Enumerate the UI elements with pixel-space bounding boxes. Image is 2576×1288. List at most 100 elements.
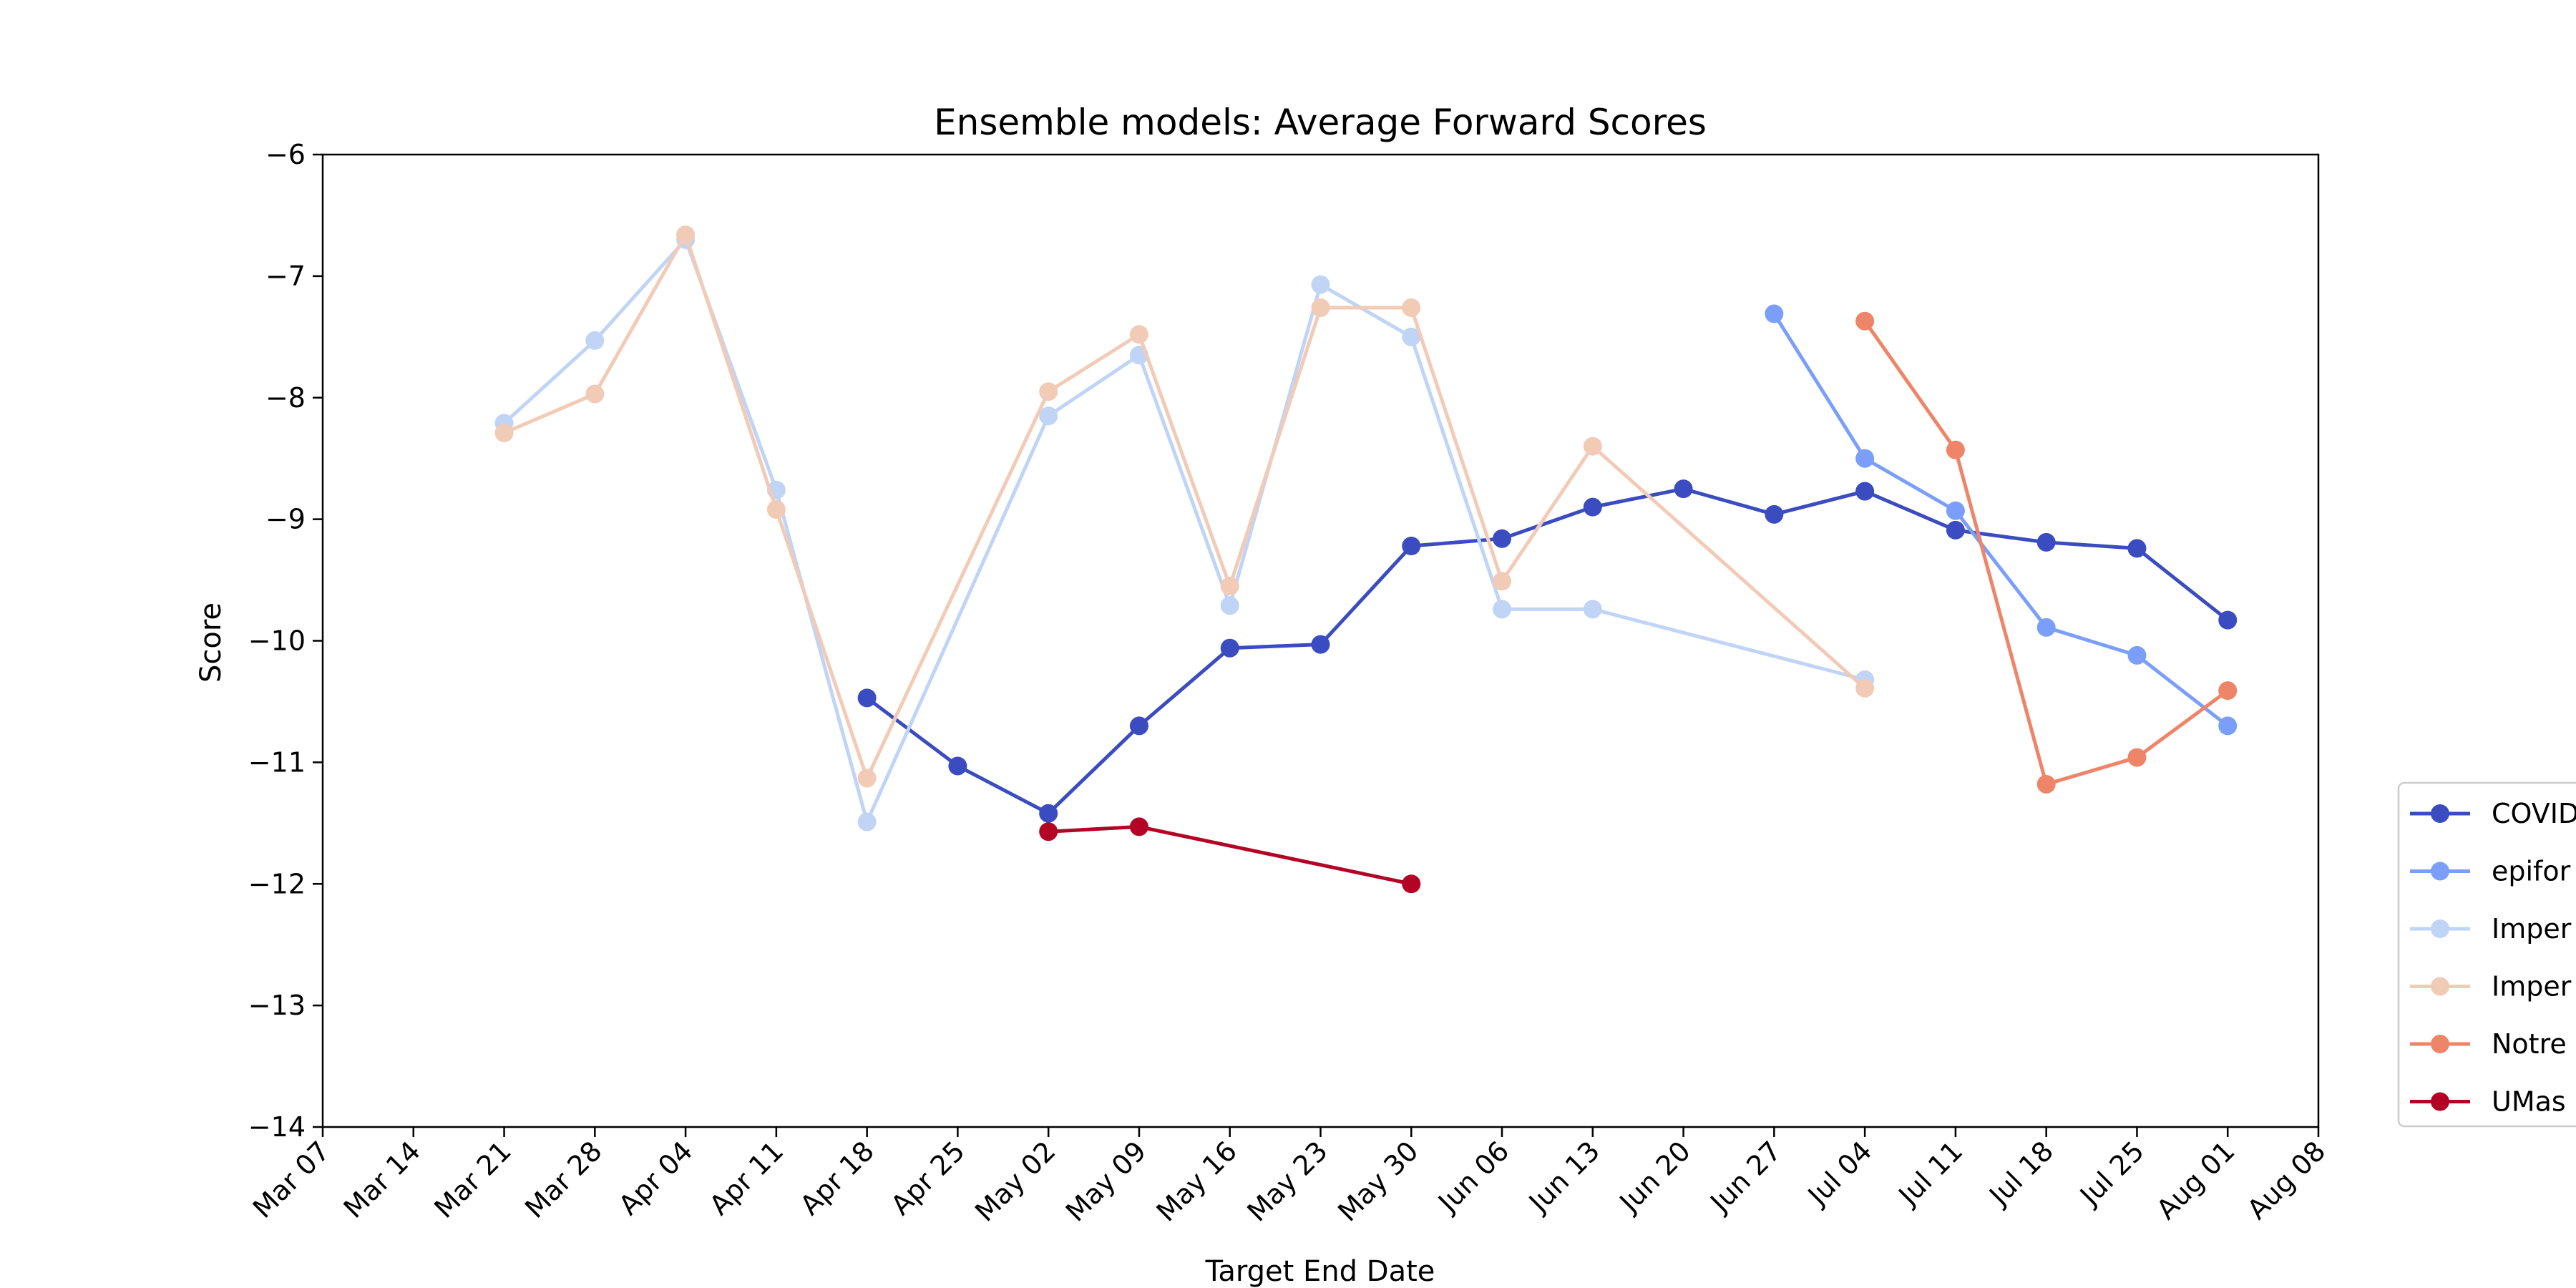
data-point bbox=[1946, 440, 1965, 459]
data-point bbox=[857, 812, 877, 831]
data-point bbox=[1220, 596, 1239, 615]
x-tick-label: Jun 06 bbox=[1431, 1135, 1515, 1219]
x-tick-label: May 30 bbox=[1332, 1135, 1424, 1227]
series-line bbox=[502, 238, 1865, 824]
x-tick-label: Apr 04 bbox=[613, 1135, 698, 1221]
series-5 bbox=[1855, 311, 2238, 794]
y-tick-label: −8 bbox=[265, 382, 306, 414]
data-point bbox=[2036, 618, 2056, 637]
data-point bbox=[1583, 497, 1602, 517]
data-point bbox=[2036, 532, 2056, 552]
y-tick-label: −7 bbox=[265, 260, 306, 292]
data-point bbox=[1493, 572, 1512, 591]
x-axis: Mar 07 Mar 14 Mar 21 Mar 28 Apr 04 Apr 11 Apr … bbox=[247, 1127, 2331, 1228]
legend-item: epifor bbox=[2410, 856, 2571, 887]
y-tick-label: −9 bbox=[265, 504, 306, 535]
data-point bbox=[857, 688, 877, 708]
legend-swatch-marker bbox=[2431, 977, 2449, 996]
data-point bbox=[1129, 817, 1148, 836]
x-tick-label: May 02 bbox=[969, 1135, 1061, 1227]
series-line bbox=[503, 233, 1866, 780]
series-4 bbox=[494, 225, 1875, 788]
data-point bbox=[494, 424, 514, 443]
series-line bbox=[1863, 320, 2229, 786]
legend-label: Notre bbox=[2492, 1028, 2567, 1060]
data-point bbox=[1311, 635, 1330, 654]
x-tick-label: Mar 07 bbox=[247, 1135, 336, 1224]
x-tick-label: Mar 14 bbox=[338, 1135, 427, 1224]
legend: COVID epifor Imper Imper Notre UMas bbox=[2397, 781, 2576, 1128]
data-point bbox=[1765, 504, 1784, 524]
data-point bbox=[1220, 577, 1239, 596]
data-point bbox=[585, 331, 605, 350]
y-tick-label: −6 bbox=[265, 139, 306, 170]
data-point bbox=[948, 756, 967, 776]
x-tick-label: Apr 11 bbox=[703, 1135, 789, 1221]
data-point bbox=[2218, 610, 2238, 630]
y-axis: −6 −7 −8 −9 −10 −11 −12 −13 −14 bbox=[248, 139, 323, 1143]
data-point bbox=[1855, 482, 1875, 501]
data-point bbox=[1129, 325, 1148, 344]
x-tick-label: Jun 20 bbox=[1613, 1135, 1697, 1219]
x-tick-label: Jul 18 bbox=[1982, 1135, 2059, 1212]
data-point bbox=[2127, 539, 2147, 558]
data-point bbox=[2127, 645, 2147, 665]
data-point bbox=[1855, 311, 1875, 331]
y-tick-label: −12 bbox=[248, 868, 306, 899]
data-point bbox=[857, 769, 877, 788]
x-tick-label: May 09 bbox=[1060, 1135, 1152, 1227]
data-point bbox=[1855, 678, 1875, 698]
x-tick-label: Apr 18 bbox=[794, 1135, 880, 1221]
y-tick-label: −11 bbox=[248, 746, 306, 778]
data-point bbox=[1402, 536, 1421, 555]
data-point bbox=[2218, 716, 2238, 736]
data-point bbox=[1583, 600, 1602, 619]
legend-item: Notre bbox=[2410, 1028, 2567, 1060]
legend-swatch-marker bbox=[2431, 862, 2449, 881]
series-layer bbox=[494, 225, 2238, 894]
data-point bbox=[1946, 501, 1965, 520]
data-point bbox=[1039, 822, 1058, 841]
x-tick-label: May 16 bbox=[1151, 1135, 1243, 1227]
data-point bbox=[1402, 874, 1421, 894]
data-point bbox=[2218, 681, 2238, 701]
legend-swatch-marker bbox=[2431, 919, 2449, 938]
data-point bbox=[1039, 804, 1058, 823]
data-point bbox=[1765, 304, 1784, 323]
x-tick-label: Jun 27 bbox=[1703, 1135, 1787, 1219]
data-point bbox=[1129, 716, 1148, 736]
data-point bbox=[1493, 600, 1512, 619]
data-point bbox=[1402, 327, 1421, 346]
legend-item: Imper bbox=[2410, 913, 2572, 945]
data-point bbox=[1220, 638, 1239, 658]
data-point bbox=[1311, 298, 1330, 318]
data-point bbox=[585, 384, 605, 404]
legend-item: COVID bbox=[2410, 798, 2576, 829]
x-tick-label: Aug 08 bbox=[2241, 1135, 2331, 1225]
x-tick-label: Mar 28 bbox=[519, 1135, 608, 1224]
x-tick-label: Jul 25 bbox=[2073, 1135, 2150, 1212]
data-point bbox=[1674, 479, 1693, 499]
data-point bbox=[1311, 275, 1330, 294]
data-point bbox=[1946, 520, 1965, 540]
series-6 bbox=[1039, 817, 1421, 894]
chart-title: Ensemble models: Average Forward Scores bbox=[934, 102, 1707, 143]
legend-label: UMas bbox=[2492, 1086, 2566, 1118]
data-point bbox=[1493, 529, 1512, 548]
series-line bbox=[1772, 313, 2229, 728]
data-point bbox=[2036, 774, 2056, 794]
data-point bbox=[1855, 449, 1875, 468]
series-2 bbox=[1765, 304, 2238, 736]
legend-label: Imper bbox=[2492, 971, 2572, 1002]
y-axis-label: Score bbox=[195, 602, 228, 683]
data-point bbox=[2127, 748, 2147, 767]
data-point bbox=[1039, 406, 1058, 426]
x-tick-label: Jul 04 bbox=[1801, 1135, 1878, 1212]
legend-item: UMas bbox=[2410, 1086, 2566, 1118]
series-line bbox=[866, 487, 2229, 816]
series-3 bbox=[494, 230, 1875, 831]
legend-swatch-marker bbox=[2431, 804, 2449, 823]
x-axis-label: Target End Date bbox=[1205, 1255, 1435, 1288]
series-1 bbox=[857, 479, 2238, 823]
